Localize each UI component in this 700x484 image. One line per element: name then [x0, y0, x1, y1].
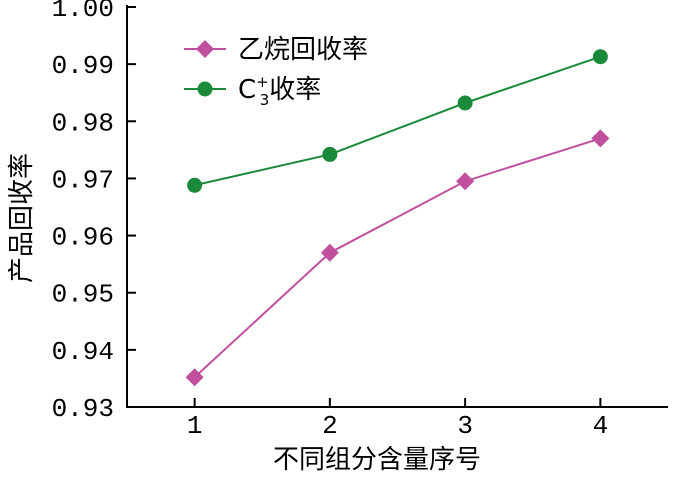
y-tick-label: 0.95: [52, 280, 114, 310]
data-point-circle: [322, 146, 338, 162]
y-tick-label: 1.00: [52, 0, 114, 24]
y-tick-label: 0.94: [52, 337, 114, 367]
y-axis-title: 产品回收率: [7, 153, 37, 283]
legend-label-c3-main: C: [238, 75, 256, 105]
data-point-diamond: [320, 243, 339, 262]
legend-swatch-circle: [197, 81, 213, 97]
legend: 乙烷回收率 C+ 3收率: [184, 35, 368, 109]
data-point-diamond: [591, 129, 610, 148]
y-tick-label: 0.93: [52, 394, 114, 424]
series-line: [193, 137, 601, 379]
data-point-circle: [187, 177, 203, 193]
y-tick-label: 0.97: [52, 165, 114, 195]
x-tick-label: 3: [457, 411, 473, 441]
x-tick-label: 1: [187, 411, 203, 441]
y-axis-ticks: 0.93 0.94 0.95 0.96 0.97 0.98 0.99 1.00: [52, 0, 136, 424]
x-tick-label: 2: [322, 411, 338, 441]
y-tick-label: 0.96: [52, 223, 114, 253]
legend-swatch-diamond: [196, 40, 214, 58]
x-axis-ticks: 1 2 3 4: [187, 398, 608, 441]
legend-label-c3-tail: 收率: [269, 75, 321, 105]
legend-label-c3-subscript: 3: [260, 91, 270, 109]
y-tick-label: 0.98: [52, 108, 114, 138]
series-layer: [185, 49, 610, 387]
data-point-circle: [457, 95, 473, 111]
legend-label-c3: C+ 3收率: [238, 73, 321, 109]
data-point-diamond: [456, 172, 475, 191]
x-tick-label: 4: [593, 411, 609, 441]
y-tick-label: 0.99: [52, 51, 114, 81]
legend-label-ethane: 乙烷回收率: [238, 35, 368, 65]
data-point-diamond: [185, 368, 204, 387]
legend-label-c3-superscript: +: [256, 73, 269, 91]
data-point-circle: [592, 49, 608, 65]
x-axis-title: 不同组分含量序号: [273, 445, 481, 475]
series-line: [194, 55, 601, 187]
